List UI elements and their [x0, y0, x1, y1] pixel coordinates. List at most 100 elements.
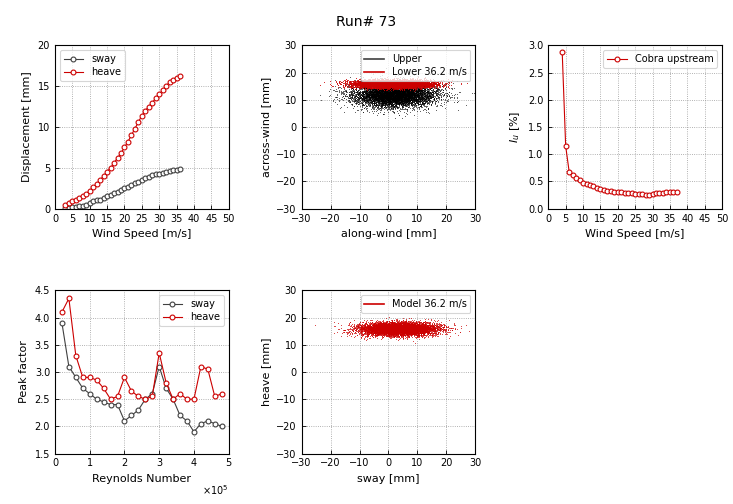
- sway: [144, 174, 153, 180]
- sway: [65, 205, 73, 211]
- heave: [141, 396, 150, 402]
- Legend: Model 36.2 m/s: Model 36.2 m/s: [361, 295, 471, 313]
- sway: [89, 198, 97, 204]
- Cobra upstream: [572, 174, 581, 180]
- sway: [204, 418, 213, 424]
- heave: [176, 391, 185, 397]
- Cobra upstream: [666, 190, 674, 196]
- sway: [96, 197, 105, 203]
- sway: [103, 194, 111, 200]
- Cobra upstream: [582, 181, 591, 187]
- sway: [141, 175, 150, 181]
- Cobra upstream: [662, 190, 671, 196]
- Line: sway: sway: [63, 167, 183, 211]
- sway: [148, 172, 157, 178]
- sway: [110, 190, 119, 196]
- heave: [176, 74, 185, 80]
- heave: [155, 91, 163, 97]
- heave: [217, 391, 226, 397]
- sway: [169, 167, 177, 173]
- Y-axis label: Peak factor: Peak factor: [19, 341, 29, 403]
- sway: [134, 407, 143, 413]
- Text: Run# 73: Run# 73: [336, 15, 397, 29]
- sway: [162, 385, 171, 391]
- Cobra upstream: [672, 190, 681, 196]
- heave: [120, 144, 129, 150]
- sway: [113, 402, 122, 408]
- Y-axis label: Displacement [mm]: Displacement [mm]: [22, 72, 32, 182]
- Text: $\times 10^5$: $\times 10^5$: [202, 483, 229, 497]
- Legend: Upper, Lower 36.2 m/s: Upper, Lower 36.2 m/s: [361, 50, 471, 81]
- heave: [162, 380, 171, 386]
- heave: [71, 197, 80, 203]
- heave: [204, 366, 213, 372]
- sway: [92, 396, 101, 402]
- Cobra upstream: [634, 191, 643, 197]
- heave: [65, 200, 73, 206]
- heave: [82, 191, 91, 197]
- sway: [68, 205, 77, 211]
- X-axis label: sway [mm]: sway [mm]: [357, 474, 420, 484]
- Cobra upstream: [620, 190, 629, 196]
- Cobra upstream: [558, 49, 567, 55]
- sway: [82, 202, 91, 208]
- Cobra upstream: [614, 190, 622, 196]
- Cobra upstream: [631, 191, 640, 197]
- heave: [75, 195, 84, 201]
- sway: [120, 185, 129, 191]
- sway: [61, 205, 70, 211]
- heave: [169, 396, 177, 402]
- heave: [130, 125, 139, 132]
- Cobra upstream: [638, 191, 647, 197]
- Cobra upstream: [568, 172, 577, 178]
- sway: [158, 170, 167, 176]
- X-axis label: Reynolds Number: Reynolds Number: [92, 474, 191, 484]
- heave: [92, 181, 101, 187]
- heave: [134, 119, 143, 125]
- sway: [190, 429, 199, 435]
- sway: [71, 374, 80, 381]
- Y-axis label: across-wind [mm]: across-wind [mm]: [261, 77, 270, 177]
- Cobra upstream: [606, 188, 615, 194]
- sway: [165, 168, 174, 174]
- Line: Cobra upstream: Cobra upstream: [560, 49, 679, 197]
- heave: [78, 374, 87, 381]
- Cobra upstream: [575, 177, 584, 183]
- sway: [176, 166, 185, 172]
- heave: [148, 99, 157, 105]
- sway: [99, 195, 108, 201]
- Cobra upstream: [655, 191, 664, 197]
- heave: [85, 187, 94, 194]
- Cobra upstream: [589, 183, 598, 190]
- heave: [134, 394, 143, 400]
- Line: sway: sway: [59, 321, 224, 434]
- Cobra upstream: [669, 190, 678, 196]
- heave: [71, 353, 80, 359]
- Cobra upstream: [641, 192, 650, 198]
- heave: [127, 388, 136, 394]
- Y-axis label: heave [mm]: heave [mm]: [261, 338, 270, 406]
- sway: [196, 421, 205, 427]
- Legend: sway, heave: sway, heave: [60, 50, 125, 81]
- heave: [155, 350, 163, 356]
- sway: [172, 167, 181, 173]
- sway: [141, 396, 150, 402]
- heave: [106, 165, 115, 171]
- Cobra upstream: [564, 169, 573, 175]
- Cobra upstream: [603, 187, 612, 194]
- heave: [127, 132, 136, 138]
- heave: [148, 394, 157, 400]
- Cobra upstream: [596, 186, 605, 192]
- sway: [85, 200, 94, 206]
- sway: [162, 169, 171, 175]
- Cobra upstream: [652, 191, 660, 197]
- heave: [85, 374, 94, 381]
- heave: [169, 77, 177, 83]
- heave: [137, 112, 146, 118]
- sway: [120, 418, 129, 424]
- heave: [68, 198, 77, 204]
- heave: [196, 363, 205, 369]
- Cobra upstream: [658, 190, 667, 196]
- sway: [169, 396, 177, 402]
- sway: [155, 363, 163, 369]
